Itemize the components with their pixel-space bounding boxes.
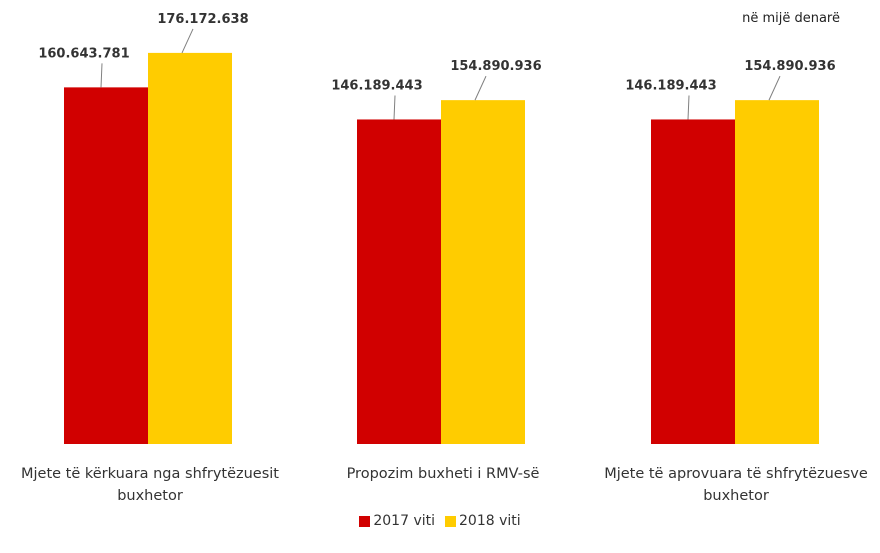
legend-item-2017: 2017 viti [359, 513, 435, 529]
leader-line [768, 75, 781, 101]
data-label: 160.643.781 [38, 46, 129, 61]
legend-swatch-2017 [359, 515, 371, 527]
legend-item-2018: 2018 viti [445, 513, 521, 529]
legend-label-2017: 2017 viti [373, 513, 435, 529]
category-label-requested: Mjete të kërkuara nga shfrytëzuesit buxh… [20, 466, 279, 504]
bar-2017-viti-2 [651, 119, 735, 444]
category-label-proposal: Propozim buxheti i RMV-së [346, 466, 540, 482]
unit-note: në mijë denarë [742, 11, 840, 26]
bar-2018-viti-0 [148, 52, 232, 445]
data-label: 146.189.443 [625, 78, 716, 93]
leader-line [100, 63, 103, 88]
leader-line [687, 95, 690, 120]
legend-swatch-2018 [445, 515, 456, 527]
legend: 2017 viti 2018 viti [0, 513, 880, 529]
category-label-approved: Mjete të aprovuara të shfrytëzuesve buxh… [604, 466, 868, 504]
data-label: 154.890.936 [450, 59, 541, 74]
bar-2017-viti-1 [357, 119, 441, 444]
leader-line [474, 75, 487, 101]
bar-2018-viti-1 [441, 100, 525, 444]
bar-2017-viti-0 [64, 87, 148, 445]
data-label: 154.890.936 [744, 59, 835, 74]
data-label: 176.172.638 [157, 12, 248, 27]
legend-label-2018: 2018 viti [459, 513, 521, 529]
leader-line [181, 28, 194, 54]
bar-2018-viti-2 [735, 100, 819, 444]
data-label: 146.189.443 [331, 78, 422, 93]
leader-line [393, 95, 396, 120]
